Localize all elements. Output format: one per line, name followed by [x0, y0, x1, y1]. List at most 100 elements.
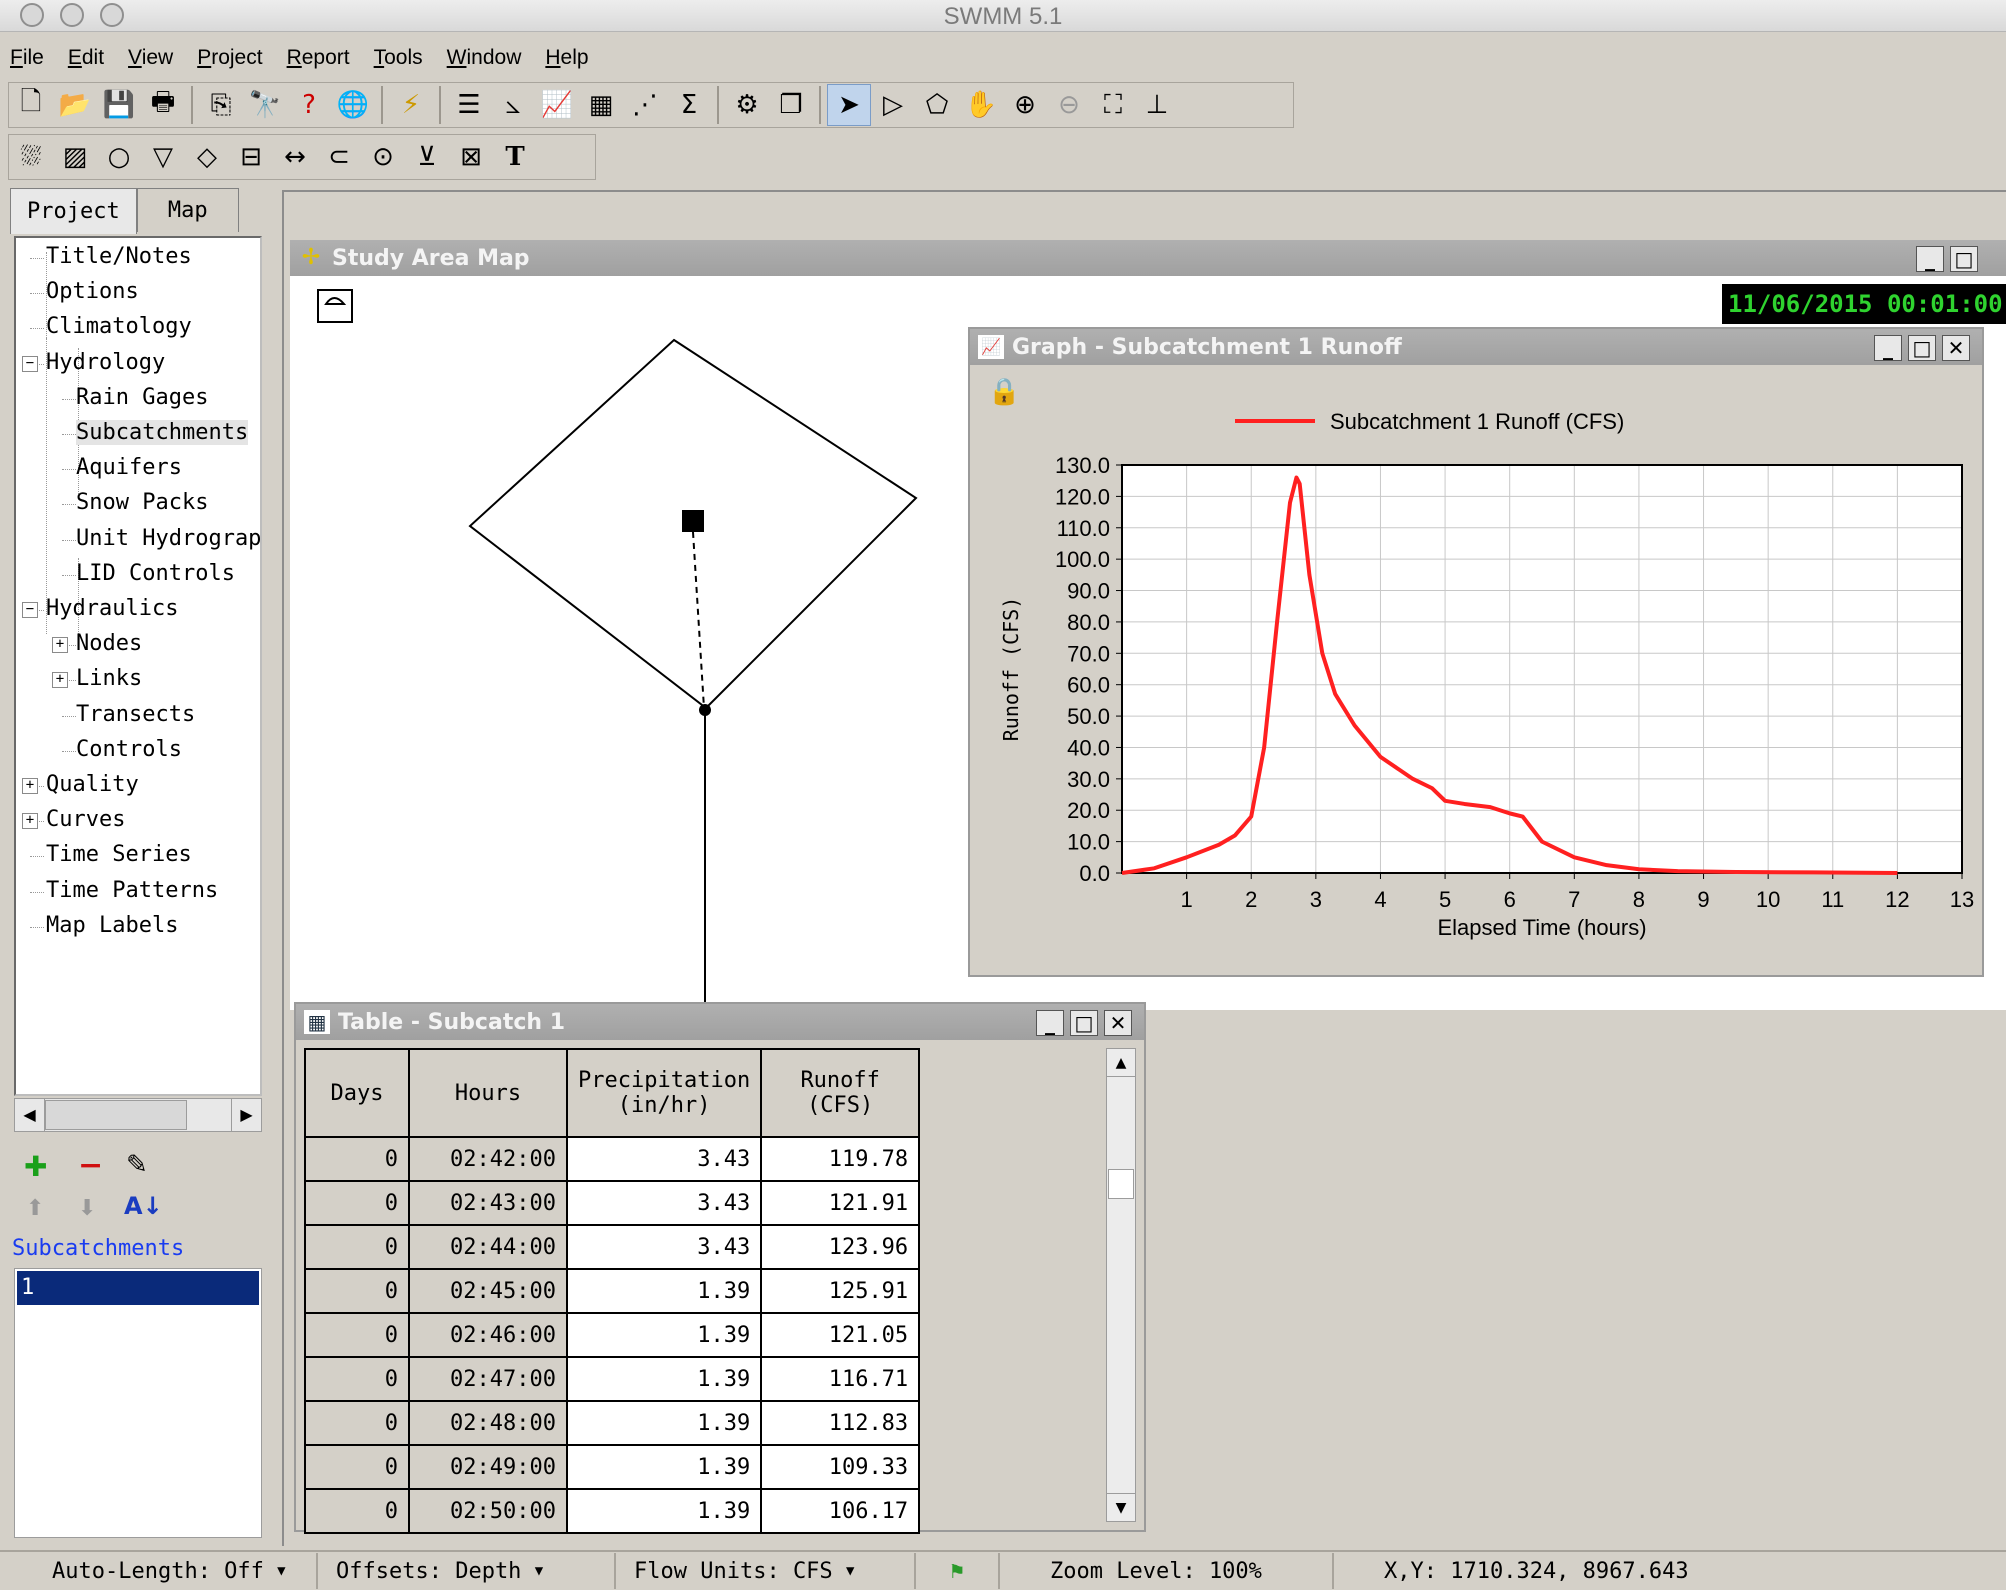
select-region-icon[interactable]: ⬠	[925, 90, 949, 120]
tree-item-links[interactable]: Links	[76, 666, 143, 692]
minimize-window-button[interactable]	[60, 3, 84, 27]
table-cell[interactable]: 02:42:00	[408, 1136, 568, 1182]
table-row[interactable]: 0 02:42:00 3.43 119.78	[304, 1136, 921, 1182]
table-cell[interactable]: 02:46:00	[408, 1312, 568, 1358]
table-cell[interactable]: 1.39	[565, 1488, 763, 1534]
table-cell[interactable]: 3.43	[565, 1180, 763, 1226]
table-cell[interactable]: 0	[304, 1312, 410, 1358]
tree-item-hydraulics[interactable]: Hydraulics	[46, 596, 179, 621]
zoom-window-button[interactable]	[100, 3, 124, 27]
scroll-thumb[interactable]	[1108, 1169, 1134, 1199]
collapse-icon[interactable]: −	[22, 355, 38, 372]
table-row[interactable]: 0 02:43:00 3.43 121.91	[304, 1180, 921, 1226]
zoom-in-icon[interactable]: ⊕	[1014, 90, 1036, 120]
table-cell[interactable]: 123.96	[760, 1224, 921, 1270]
save-icon[interactable]: 💾	[102, 90, 136, 120]
table-cell[interactable]: 106.17	[760, 1488, 921, 1534]
open-file-icon[interactable]: 📂	[58, 90, 92, 120]
scroll-down-icon[interactable]: ▼	[1107, 1493, 1135, 1521]
scroll-left-icon[interactable]: ◀	[15, 1099, 45, 1131]
outfall-icon[interactable]: ▽	[153, 142, 173, 172]
profile-plot-icon[interactable]: ⦣	[505, 89, 521, 120]
table-cell[interactable]: 112.83	[760, 1400, 921, 1446]
zoom-out-icon[interactable]: ⊖	[1058, 90, 1080, 120]
table-cell[interactable]: 1.39	[565, 1268, 763, 1314]
menu-edit[interactable]: Edit	[68, 46, 104, 70]
column-header[interactable]: Precipitation (in/hr)	[565, 1048, 763, 1138]
map-label-icon[interactable]: T	[505, 142, 525, 172]
tree-item-time-series[interactable]: Time Series	[46, 842, 192, 868]
list-item[interactable]: 1	[17, 1271, 259, 1305]
offsets-status[interactable]: Offsets: Depth ▼	[318, 1553, 616, 1589]
minimize-icon[interactable]: _	[1916, 246, 1944, 272]
scroll-thumb[interactable]	[45, 1100, 187, 1130]
table-cell[interactable]: 02:50:00	[408, 1488, 568, 1534]
status-report-icon[interactable]: ☰	[457, 90, 481, 120]
table-cell[interactable]: 3.43	[565, 1136, 763, 1182]
column-header[interactable]: Hours	[408, 1048, 568, 1138]
menu-tools[interactable]: Tools	[374, 46, 423, 70]
column-header[interactable]: Days	[304, 1048, 410, 1138]
maximize-icon[interactable]: □	[1950, 246, 1978, 272]
expand-icon[interactable]: +	[22, 778, 38, 794]
tree-item-options[interactable]: Options	[46, 279, 139, 305]
tree-item-aquifers[interactable]: Aquifers	[76, 455, 182, 481]
menu-view[interactable]: View	[128, 46, 173, 70]
select-object-icon[interactable]: ➤	[827, 84, 871, 126]
table-cell[interactable]: 125.91	[760, 1268, 921, 1314]
orifice-icon[interactable]: ⊙	[372, 142, 394, 172]
table-cell[interactable]: 119.78	[760, 1136, 921, 1182]
subcatchment-icon[interactable]: ▨	[62, 142, 88, 172]
table-cell[interactable]: 02:44:00	[408, 1224, 568, 1270]
tree-item-climatology[interactable]: Climatology	[46, 314, 192, 340]
table-cell[interactable]: 0	[304, 1400, 410, 1446]
find-icon[interactable]: 🔭	[248, 90, 282, 120]
scroll-up-icon[interactable]: ▲	[1107, 1049, 1135, 1077]
expand-icon[interactable]: +	[52, 637, 68, 654]
run-simulation-icon[interactable]: ⚡	[401, 90, 421, 120]
tree-item-snow-packs[interactable]: Snow Packs	[76, 490, 209, 516]
table-cell[interactable]: 02:47:00	[408, 1356, 568, 1402]
table-cell[interactable]: 02:45:00	[408, 1268, 568, 1314]
junction-icon[interactable]: ○	[107, 142, 131, 172]
table-vertical-scrollbar[interactable]: ▲ ▼	[1106, 1048, 1136, 1522]
print-icon[interactable]: 🖶	[150, 87, 176, 117]
table-cell[interactable]: 3.43	[565, 1224, 763, 1270]
tree-item-lid-controls[interactable]: LID Controls	[76, 560, 235, 586]
pump-icon[interactable]: ⊂	[328, 142, 350, 172]
table-cell[interactable]: 1.39	[565, 1356, 763, 1402]
table-row[interactable]: 0 02:48:00 1.39 112.83	[304, 1400, 921, 1446]
query-icon[interactable]: ?	[302, 90, 316, 120]
copy-icon[interactable]: ⎘	[210, 89, 232, 120]
table-row[interactable]: 0 02:50:00 1.39 106.17	[304, 1488, 921, 1534]
table-cell[interactable]: 0	[304, 1356, 410, 1402]
menu-report[interactable]: Report	[287, 46, 350, 70]
tab-map[interactable]: Map	[136, 188, 239, 232]
menu-project[interactable]: Project	[197, 46, 262, 70]
tree-item-title-notes[interactable]: Title/Notes	[46, 244, 192, 269]
table-cell[interactable]: 109.33	[760, 1444, 921, 1490]
maximize-icon[interactable]: □	[1070, 1010, 1098, 1036]
tree-item-rain-gages[interactable]: Rain Gages	[76, 384, 209, 410]
table-cell[interactable]: 121.05	[760, 1312, 921, 1358]
lock-icon[interactable]: 🔒	[988, 377, 1021, 407]
weir-icon[interactable]: ⊻	[417, 142, 437, 172]
options-icon[interactable]: ⚙	[735, 90, 759, 120]
flow-units-status[interactable]: Flow Units: CFS ▼	[616, 1553, 916, 1589]
maximize-icon[interactable]: □	[1908, 335, 1936, 361]
conduit-icon[interactable]: ↔	[284, 142, 306, 172]
expand-icon[interactable]: +	[52, 672, 68, 689]
table-row[interactable]: 0 02:46:00 1.39 121.05	[304, 1312, 921, 1358]
expand-icon[interactable]: +	[22, 813, 38, 830]
table-cell[interactable]: 0	[304, 1488, 410, 1534]
close-window-button[interactable]	[20, 3, 44, 27]
statistics-icon[interactable]: Σ	[680, 90, 698, 120]
table-cell[interactable]: 02:49:00	[408, 1444, 568, 1490]
table-cell[interactable]: 0	[304, 1136, 410, 1182]
table-cell[interactable]: 0	[304, 1444, 410, 1490]
add-object-icon[interactable]: ✚	[24, 1150, 48, 1183]
tree-item-quality[interactable]: Quality	[46, 772, 139, 797]
table-cell[interactable]: 1.39	[565, 1312, 763, 1358]
table-cell[interactable]: 1.39	[565, 1400, 763, 1446]
minimize-icon[interactable]: _	[1874, 335, 1902, 361]
